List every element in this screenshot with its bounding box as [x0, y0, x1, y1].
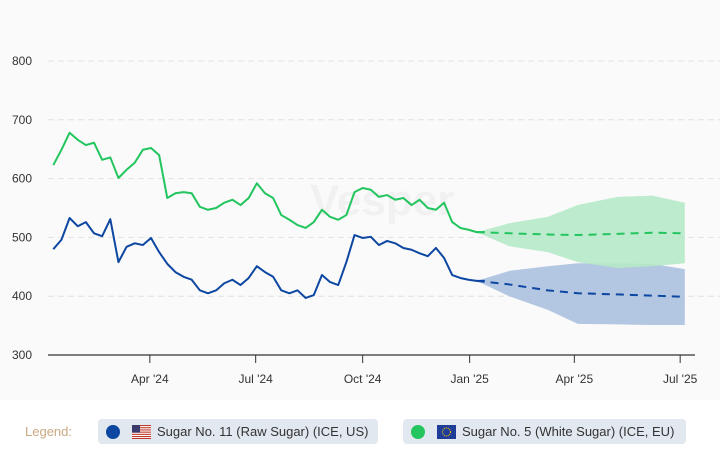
series-dot-icon — [411, 424, 425, 439]
forecast-bands — [476, 195, 685, 326]
x-tick-label: Jul '25 — [663, 372, 698, 386]
y-tick-label: 500 — [12, 230, 32, 244]
x-tick-label: Apr '24 — [131, 372, 169, 386]
x-tick-label: Jul '24 — [239, 372, 274, 386]
y-tick-label: 600 — [12, 172, 32, 186]
history-line — [52, 216, 485, 299]
series-lines — [52, 131, 685, 299]
y-tick-label: 400 — [12, 289, 32, 303]
legend-item-white-sugar[interactable]: Sugar No. 5 (White Sugar) (ICE, EU) — [403, 419, 686, 444]
y-tick-label: 300 — [12, 348, 32, 362]
eu-flag-icon — [437, 424, 456, 439]
series-dot-icon — [106, 424, 120, 439]
forecast-line — [476, 231, 685, 237]
x-tick-label: Oct '24 — [344, 372, 382, 386]
forecast-band — [476, 195, 685, 268]
us-flag-icon — [132, 424, 151, 439]
legend-title: Legend: — [25, 424, 72, 439]
legend-label: Sugar No. 11 (Raw Sugar) (ICE, US) — [157, 424, 369, 439]
y-tick-label: 700 — [12, 113, 32, 127]
history-line — [52, 131, 485, 234]
legend-item-raw-sugar[interactable]: Sugar No. 11 (Raw Sugar) (ICE, US) — [98, 419, 378, 444]
forecast-line — [476, 279, 685, 298]
y-tick-label: 800 — [12, 54, 32, 68]
x-tick-label: Jan '25 — [450, 372, 489, 386]
axes: 300 400 500 600 700 800 Apr '24 Jul '24 Oct '24 J… — [12, 54, 698, 386]
legend-label: Sugar No. 5 (White Sugar) (ICE, EU) — [462, 424, 675, 439]
x-tick-label: Apr '25 — [555, 372, 593, 386]
